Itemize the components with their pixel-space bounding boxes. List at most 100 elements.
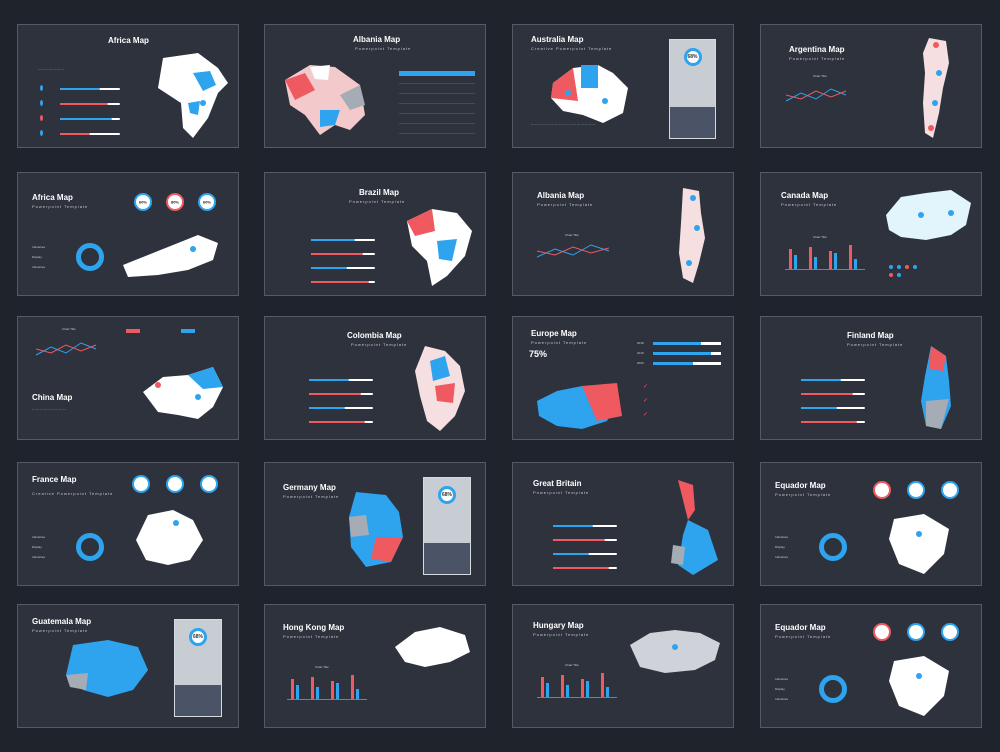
slide-subtitle: Powerpoint Template bbox=[351, 342, 408, 347]
slide-title: France Map bbox=[32, 475, 77, 484]
slide-europe-map[interactable]: Europe Map Powerpoint Template 75% 2018 … bbox=[512, 316, 734, 440]
slide-colombia-map[interactable]: Colombia Map Powerpoint Template bbox=[264, 316, 486, 440]
donut-chart bbox=[941, 623, 959, 641]
slide-finland-map[interactable]: Finland Map Powerpoint Template bbox=[760, 316, 982, 440]
slide-title: Great Britain bbox=[533, 479, 582, 488]
slide-title: Germany Map bbox=[283, 483, 336, 492]
albania-map-graphic bbox=[679, 188, 705, 283]
stat-card: 68% bbox=[669, 39, 716, 139]
bar bbox=[566, 685, 569, 697]
slide-subtitle: Powerpoint Template bbox=[283, 634, 340, 639]
line-chart bbox=[786, 88, 847, 102]
progress-bar bbox=[309, 393, 373, 395]
china-map-graphic bbox=[143, 367, 223, 419]
progress-bar bbox=[553, 525, 617, 527]
progress-bar bbox=[311, 253, 375, 255]
slide-subtitle: Powerpoint Template bbox=[349, 199, 406, 204]
progress-bar bbox=[60, 88, 120, 90]
bar bbox=[296, 685, 299, 699]
great-britain-map-graphic bbox=[671, 480, 718, 575]
bar-chart bbox=[287, 673, 367, 700]
donut-chart bbox=[907, 481, 925, 499]
slide-africa-map[interactable]: Africa Map — — — — — — — bbox=[17, 24, 239, 148]
france-map-graphic bbox=[136, 510, 203, 565]
stat-percent: 68% bbox=[192, 634, 203, 640]
donut-chart: 60% bbox=[198, 193, 216, 211]
slide-albania-map-chart[interactable]: Albania Map Powerpoint Template Chart Ti… bbox=[512, 172, 734, 296]
bar bbox=[834, 253, 837, 269]
slide-argentina-map[interactable]: Argentina Map Powerpoint Template Chart … bbox=[760, 24, 982, 148]
industries-label: Industries bbox=[775, 535, 789, 539]
donut-chart bbox=[132, 475, 150, 493]
donut-chart bbox=[873, 481, 891, 499]
equador-map-graphic bbox=[889, 656, 949, 716]
progress-bar bbox=[553, 539, 617, 541]
bar bbox=[789, 249, 792, 269]
chart-title: Chart Title bbox=[813, 74, 827, 78]
slide-title: Finland Map bbox=[847, 331, 894, 340]
progress-bar bbox=[311, 239, 375, 241]
industries-label: Industries bbox=[32, 535, 46, 539]
bar bbox=[809, 247, 812, 269]
donut-chart: 60% bbox=[134, 193, 152, 211]
slide-china-map[interactable]: Chart Title China Map — — — — — — — — — bbox=[17, 316, 239, 440]
progress-bar bbox=[801, 407, 865, 409]
progress-bar bbox=[801, 393, 865, 395]
slide-hong-kong-map[interactable]: Hong Kong Map Powerpoint Template Chart … bbox=[264, 604, 486, 728]
stat-card: 68% bbox=[174, 619, 222, 717]
slide-subtitle: Powerpoint Template bbox=[355, 46, 412, 51]
donut-chart bbox=[166, 475, 184, 493]
percent-75: 75% bbox=[529, 349, 548, 359]
chart-title: Chart Title bbox=[315, 665, 329, 669]
slide-africa-map-2[interactable]: Africa Map Powerpoint Template 60% 80% 6… bbox=[17, 172, 239, 296]
stat-percent: 68% bbox=[687, 54, 698, 60]
donut-chart bbox=[907, 623, 925, 641]
slide-hungary-map[interactable]: Hungary Map Powerpoint Template Chart Ti… bbox=[512, 604, 734, 728]
slide-australia-map[interactable]: Australia Map Creative Powerpoint Templa… bbox=[512, 24, 734, 148]
year-2019: 2019 bbox=[637, 351, 644, 355]
slide-equador-map-2[interactable]: Equador Map Powerpoint Template Industri… bbox=[760, 604, 982, 728]
data-table bbox=[399, 71, 475, 134]
slide-france-map[interactable]: France Map Creative Powerpoint Template … bbox=[17, 462, 239, 586]
ring-graphic bbox=[819, 533, 847, 561]
slide-canada-map[interactable]: Canada Map Powerpoint Template Chart Tit… bbox=[760, 172, 982, 296]
slide-title: Albania Map bbox=[537, 191, 585, 200]
slide-title: China Map bbox=[32, 393, 73, 402]
body-text: — — — — — — — — — — — — — — — — — bbox=[531, 122, 596, 126]
bar-chart bbox=[537, 671, 617, 698]
slide-title: Europe Map bbox=[531, 329, 577, 338]
donut-chart bbox=[941, 481, 959, 499]
slide-subtitle: Powerpoint Template bbox=[781, 202, 838, 207]
display-label: Display bbox=[775, 545, 785, 549]
slide-germany-map[interactable]: Germany Map Powerpoint Template 68% bbox=[264, 462, 486, 586]
display-label: Display bbox=[32, 255, 42, 259]
ring-graphic bbox=[76, 243, 104, 271]
slide-albania-map-table[interactable]: Albania Map Powerpoint Template bbox=[264, 24, 486, 148]
albania-map-graphic bbox=[285, 65, 365, 135]
progress-bar bbox=[60, 118, 120, 120]
bar bbox=[794, 255, 797, 269]
line-chart bbox=[537, 244, 610, 258]
chart-title: Chart Title bbox=[565, 663, 579, 667]
argentina-map-graphic bbox=[923, 38, 949, 138]
bar bbox=[561, 675, 564, 697]
europe-map-graphic bbox=[537, 383, 622, 429]
slide-guatemala-map[interactable]: Guatemala Map Powerpoint Template 68% bbox=[17, 604, 239, 728]
slide-brazil-map[interactable]: Brazil Map Powerpoint Template bbox=[264, 172, 486, 296]
progress-bar bbox=[801, 379, 865, 381]
slide-great-britain[interactable]: Great Britain Powerpoint Template bbox=[512, 462, 734, 586]
donut-chart bbox=[200, 475, 218, 493]
progress-bar bbox=[309, 379, 373, 381]
slide-subtitle: Powerpoint Template bbox=[283, 494, 340, 499]
slide-equador-map[interactable]: Equador Map Powerpoint Template Industri… bbox=[760, 462, 982, 586]
slide-title: Africa Map bbox=[108, 36, 149, 45]
canada-map-graphic bbox=[886, 190, 971, 240]
display-label: Display bbox=[32, 545, 42, 549]
slide-subtitle: Powerpoint Template bbox=[533, 632, 590, 637]
slide-subtitle: Powerpoint Template bbox=[775, 634, 832, 639]
slide-title: Colombia Map bbox=[347, 331, 402, 340]
industries-label-2: Industries bbox=[775, 697, 789, 701]
slide-title: Brazil Map bbox=[359, 188, 400, 197]
progress-bar bbox=[553, 567, 617, 569]
progress-bar bbox=[801, 421, 865, 423]
